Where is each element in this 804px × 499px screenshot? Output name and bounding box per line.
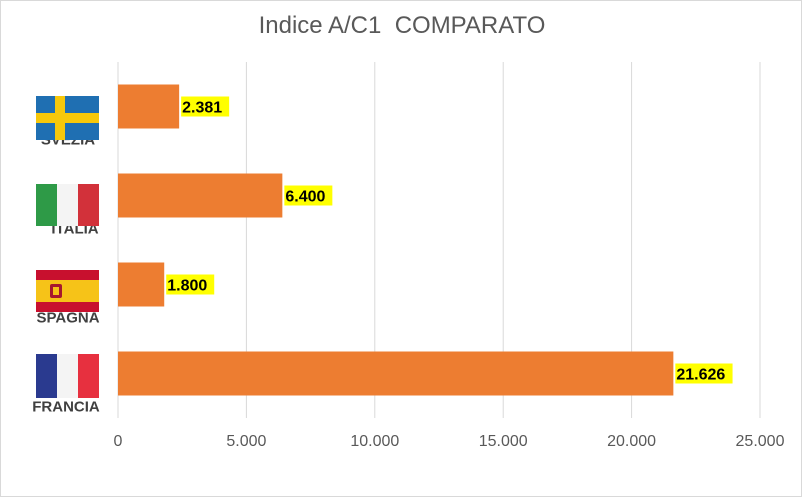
chart-title: Indice A/C1 COMPARATO (258, 12, 546, 39)
category-label-francia: FRANCIA (32, 399, 100, 416)
france-flag-icon (36, 354, 99, 398)
sweden-flag-icon (36, 96, 99, 140)
italy-flag-icon (36, 184, 99, 226)
data-label-svezia: 2.381 (182, 100, 222, 117)
category-label-spagna: SPAGNA (36, 310, 99, 327)
x-tick-label: 0 (114, 433, 123, 450)
data-label-spagna: 1.800 (167, 278, 207, 295)
bar-italia (118, 173, 283, 218)
x-tick-label: 15.000 (479, 433, 528, 450)
x-tick-labels: 0 5.000 10.000 15.000 20.000 25.000 (114, 433, 785, 450)
data-label-italia: 6.400 (285, 189, 325, 206)
x-tick-label: 10.000 (350, 433, 399, 450)
x-tick-label: 20.000 (607, 433, 656, 450)
spain-flag-icon (36, 270, 99, 312)
data-label-highlight (166, 274, 215, 295)
x-tick-label: 5.000 (226, 433, 266, 450)
bar-spagna (118, 262, 165, 307)
data-labels: 2.381 6.400 1.800 21.626 (166, 96, 733, 384)
data-label-highlight (181, 96, 230, 117)
bar-svezia (118, 84, 180, 129)
x-tick-label: 25.000 (736, 433, 785, 450)
bar-francia (118, 351, 674, 396)
data-label-highlight (675, 363, 733, 384)
data-label-highlight (284, 185, 333, 206)
bars (118, 84, 674, 396)
data-label-francia: 21.626 (676, 367, 725, 384)
